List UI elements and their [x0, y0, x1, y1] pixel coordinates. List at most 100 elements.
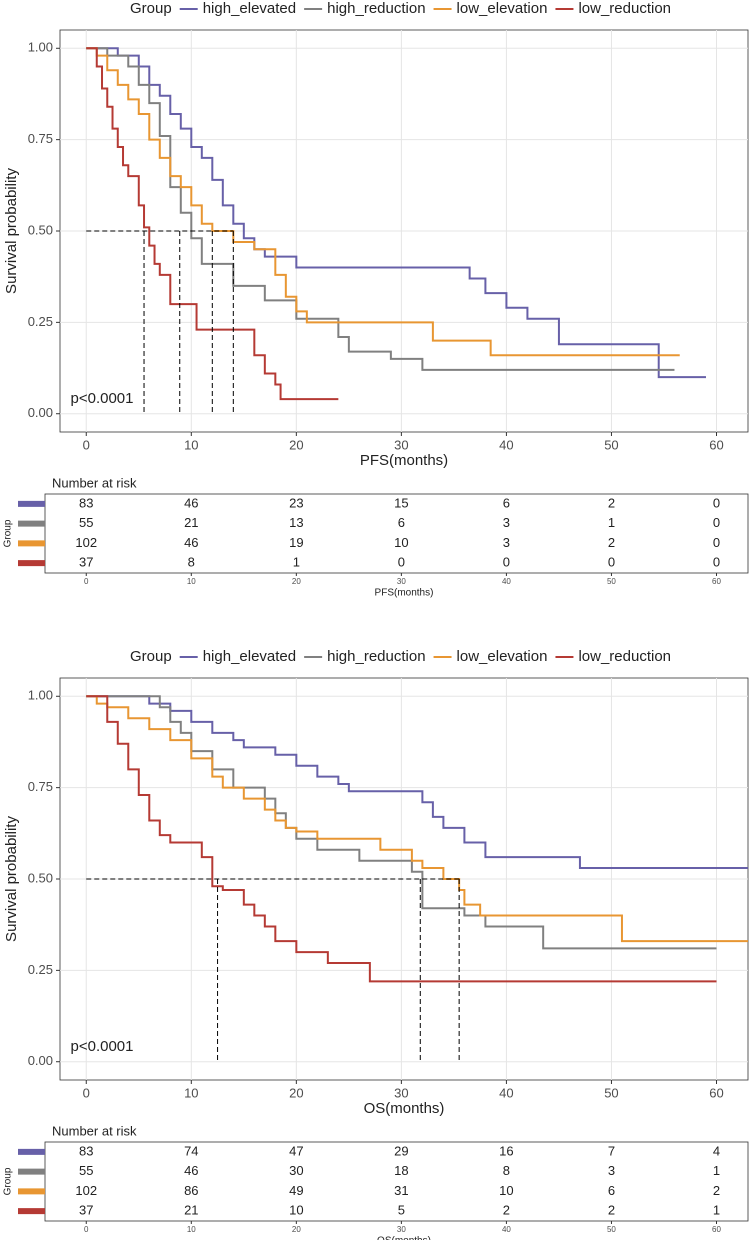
legend-label: low_elevation — [457, 648, 548, 665]
risk-y-title: Group — [3, 519, 14, 547]
risk-y-title: Group — [3, 1167, 14, 1195]
legend-label: low_elevation — [457, 0, 548, 17]
x-tick-label: 30 — [394, 1085, 408, 1100]
risk-count: 8 — [503, 1163, 510, 1178]
risk-count: 8 — [188, 555, 195, 570]
risk-count: 83 — [79, 1143, 93, 1158]
risk-count: 1 — [293, 555, 300, 570]
risk-count: 2 — [503, 1203, 510, 1218]
risk-count: 3 — [503, 515, 510, 530]
y-tick-label: 0.00 — [28, 1053, 53, 1068]
risk-count: 13 — [289, 515, 303, 530]
y-tick-label: 1.00 — [28, 40, 53, 55]
risk-x-tick-label: 30 — [397, 1225, 406, 1234]
x-tick-label: 10 — [184, 1085, 198, 1100]
risk-count: 1 — [713, 1203, 720, 1218]
y-tick-label: 0.25 — [28, 962, 53, 977]
x-tick-label: 0 — [83, 1085, 90, 1100]
risk-count: 4 — [713, 1143, 720, 1158]
y-tick-label: 0.50 — [28, 222, 53, 237]
risk-key — [18, 1188, 45, 1195]
risk-count: 102 — [75, 535, 97, 550]
y-axis-title: Survival probability — [3, 816, 20, 942]
y-tick-label: 0.25 — [28, 314, 53, 329]
risk-count: 7 — [608, 1143, 615, 1158]
risk-count: 2 — [713, 1183, 720, 1198]
p-value: p<0.0001 — [71, 1038, 134, 1055]
risk-count: 46 — [184, 1163, 198, 1178]
risk-count: 6 — [398, 515, 405, 530]
survival-curve — [86, 47, 675, 371]
risk-count: 0 — [713, 535, 720, 550]
risk-key — [18, 1208, 45, 1215]
risk-count: 2 — [608, 535, 615, 550]
survival-curve — [86, 695, 748, 943]
y-tick-label: 1.00 — [28, 688, 53, 703]
legend-label: low_reduction — [578, 648, 671, 665]
risk-count: 3 — [608, 1163, 615, 1178]
risk-count: 10 — [289, 1203, 303, 1218]
y-axis-title: Survival probability — [3, 168, 20, 294]
risk-count: 21 — [184, 1203, 198, 1218]
x-tick-label: 40 — [499, 1085, 513, 1100]
x-tick-label: 60 — [709, 1085, 723, 1100]
risk-x-tick-label: 40 — [502, 1225, 511, 1234]
y-tick-label: 0.75 — [28, 131, 53, 146]
x-axis-title: OS(months) — [364, 1100, 445, 1117]
risk-count: 18 — [394, 1163, 408, 1178]
risk-count: 46 — [184, 535, 198, 550]
survival-curve — [86, 695, 748, 870]
risk-x-tick-label: 20 — [292, 577, 301, 586]
risk-title: Number at risk — [52, 1123, 137, 1138]
risk-count: 0 — [608, 555, 615, 570]
risk-count: 74 — [184, 1143, 198, 1158]
survival-curve — [86, 47, 680, 357]
legend-label: high_elevated — [203, 0, 296, 17]
risk-count: 10 — [394, 535, 408, 550]
risk-key — [18, 520, 45, 527]
risk-count: 3 — [503, 535, 510, 550]
y-tick-label: 0.00 — [28, 405, 53, 420]
risk-count: 0 — [398, 555, 405, 570]
risk-x-tick-label: 40 — [502, 577, 511, 586]
risk-count: 10 — [499, 1183, 513, 1198]
x-tick-label: 40 — [499, 437, 513, 452]
risk-x-tick-label: 50 — [607, 1225, 616, 1234]
risk-count: 46 — [184, 495, 198, 510]
risk-count: 6 — [503, 495, 510, 510]
x-tick-label: 30 — [394, 437, 408, 452]
risk-x-tick-label: 30 — [397, 577, 406, 586]
risk-count: 37 — [79, 555, 93, 570]
risk-x-tick-label: 50 — [607, 577, 616, 586]
risk-title: Number at risk — [52, 475, 137, 490]
x-tick-label: 0 — [83, 437, 90, 452]
risk-count: 0 — [713, 555, 720, 570]
risk-key — [18, 540, 45, 547]
risk-x-tick-label: 0 — [84, 1225, 89, 1234]
risk-count: 2 — [608, 1203, 615, 1218]
x-tick-label: 20 — [289, 437, 303, 452]
p-value: p<0.0001 — [71, 390, 134, 407]
risk-count: 47 — [289, 1143, 303, 1158]
risk-count: 21 — [184, 515, 198, 530]
legend-label: high_reduction — [327, 0, 425, 17]
risk-x-tick-label: 60 — [712, 1225, 721, 1234]
risk-panel — [44, 1141, 749, 1222]
risk-count: 15 — [394, 495, 408, 510]
risk-x-title: OS(months) — [377, 1236, 431, 1240]
risk-key — [18, 1148, 45, 1155]
x-axis-title: PFS(months) — [360, 452, 448, 469]
risk-count: 37 — [79, 1203, 93, 1218]
risk-count: 1 — [713, 1163, 720, 1178]
survival-curve — [86, 47, 706, 379]
risk-key — [18, 500, 45, 507]
x-tick-label: 60 — [709, 437, 723, 452]
risk-count: 83 — [79, 495, 93, 510]
risk-count: 55 — [79, 515, 93, 530]
risk-count: 49 — [289, 1183, 303, 1198]
risk-key — [18, 1168, 45, 1175]
risk-count: 1 — [608, 515, 615, 530]
risk-panel — [44, 493, 749, 574]
risk-x-tick-label: 0 — [84, 577, 89, 586]
